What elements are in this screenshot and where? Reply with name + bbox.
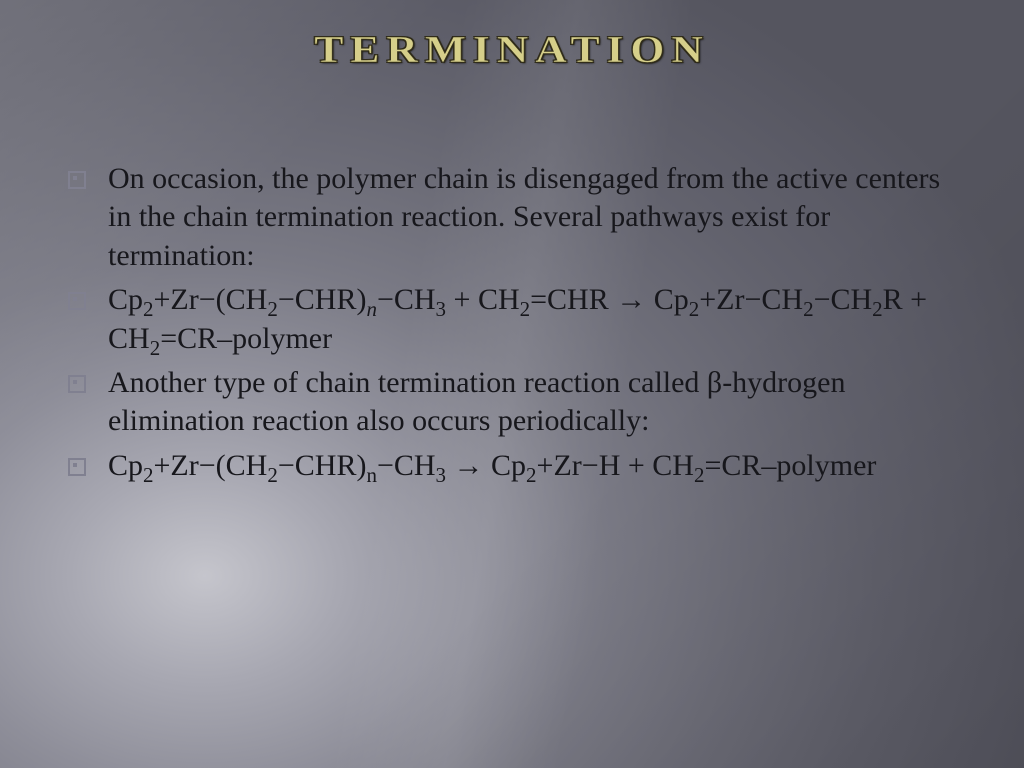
bullet-item: Another type of chain termination reacti… <box>60 364 964 441</box>
bullet-item: Cp2+Zr−(CH2−CHR)n−CH3 + CH2=CHR → Cp2+Zr… <box>60 281 964 358</box>
bullet-list: On occasion, the polymer chain is diseng… <box>60 160 964 485</box>
bullet-item: On occasion, the polymer chain is diseng… <box>60 160 964 275</box>
slide-container: TERMINATION On occasion, the polymer cha… <box>0 0 1024 768</box>
slide-title: TERMINATION <box>0 28 1024 72</box>
bullet-item: Cp2+Zr−(CH2−CHR)n−CH3 → Cp2+Zr−H + CH2=C… <box>60 447 964 485</box>
